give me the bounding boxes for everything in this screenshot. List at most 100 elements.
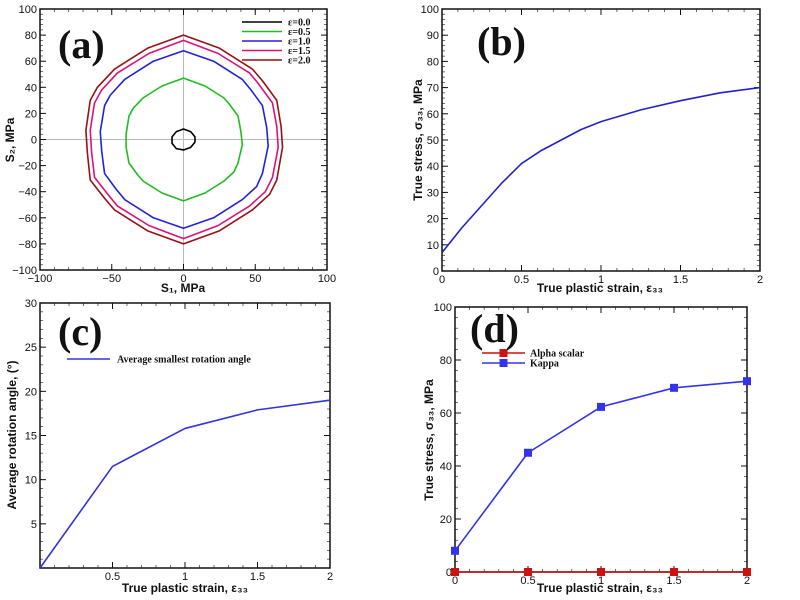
legend-label: ε=0.5 xyxy=(288,27,310,38)
series-line-0 xyxy=(441,86,761,254)
legend-label: Average smallest rotation angle xyxy=(117,355,251,366)
y-axis-label: True stress, σ₃₃, MPa xyxy=(422,379,436,501)
y-tick-label: 90 xyxy=(427,30,439,42)
y-tick-label: 40 xyxy=(440,461,452,473)
x-tick-label: 1 xyxy=(182,571,188,583)
y-tick-label: 15 xyxy=(25,431,37,443)
x-axis-label: True plastic strain, ε₃₃ xyxy=(537,281,663,295)
data-point-marker xyxy=(524,568,532,576)
y-tick-label: 80 xyxy=(25,30,37,42)
data-point-marker xyxy=(670,568,678,576)
legend-label: ε=0.0 xyxy=(288,18,310,29)
x-axis-label: True plastic strain, ε₃₃ xyxy=(537,581,663,595)
y-tick-label: −100 xyxy=(12,265,37,277)
y-tick-label: 80 xyxy=(427,56,439,68)
x-tick-label: 1 xyxy=(598,575,604,587)
data-point-marker xyxy=(743,568,751,576)
y-tick-label: 5 xyxy=(31,519,37,531)
x-tick-label: 1.5 xyxy=(250,571,265,583)
series-line-0 xyxy=(39,399,331,569)
x-tick-label: 2 xyxy=(327,571,333,583)
y-tick-label: 30 xyxy=(25,298,37,310)
y-tick-label: −80 xyxy=(18,239,37,251)
x-tick-label: 2 xyxy=(744,575,750,587)
plot-frame xyxy=(39,302,331,569)
plot-frame xyxy=(39,8,328,271)
data-point-marker xyxy=(451,546,459,555)
y-axis-label: Average rotation angle, (°) xyxy=(5,360,19,509)
y-tick-label: 0 xyxy=(31,135,37,147)
data-point-marker xyxy=(524,448,532,457)
x-tick-label: 50 xyxy=(249,273,261,285)
y-tick-label: 20 xyxy=(25,386,37,398)
y-tick-label: 20 xyxy=(440,514,452,526)
x-tick-label: 2 xyxy=(757,274,763,286)
x-tick-label: 0 xyxy=(452,575,458,587)
y-axis-label: S₂, MPa xyxy=(3,117,17,162)
y-tick-label: 10 xyxy=(25,475,37,487)
y-tick-label: 0 xyxy=(446,567,452,579)
x-axis-label: S₁, MPa xyxy=(161,281,206,295)
y-tick-label: −40 xyxy=(18,187,37,199)
y-tick-label: 40 xyxy=(25,82,37,94)
series-line-2 xyxy=(99,49,269,230)
series-line-0 xyxy=(171,128,196,151)
x-tick-label: 0.5 xyxy=(520,575,535,587)
y-tick-label: 100 xyxy=(19,4,37,16)
y-tick-label: 100 xyxy=(434,302,452,314)
y-tick-label: 50 xyxy=(427,135,439,147)
data-point-marker xyxy=(597,568,605,576)
panel-label: (d) xyxy=(470,306,519,351)
y-tick-label: 60 xyxy=(427,109,439,121)
y-tick-label: 100 xyxy=(421,4,439,16)
y-tick-label: 20 xyxy=(427,214,439,226)
legend-label: ε=1.0 xyxy=(288,37,310,48)
x-tick-label: −100 xyxy=(28,273,53,285)
y-tick-label: 25 xyxy=(25,342,37,354)
legend-marker xyxy=(499,359,508,367)
x-tick-label: 0 xyxy=(439,274,445,286)
y-tick-label: 80 xyxy=(440,355,452,367)
x-axis-label: True plastic strain, ε₃₃ xyxy=(122,581,248,595)
data-point-marker xyxy=(743,377,751,386)
y-tick-label: 70 xyxy=(427,83,439,95)
y-tick-label: 0 xyxy=(433,266,439,278)
series-line-3 xyxy=(89,39,280,240)
y-tick-label: 10 xyxy=(427,240,439,252)
y-tick-label: 30 xyxy=(427,187,439,199)
legend-label: Kappa xyxy=(530,359,559,370)
plot-frame xyxy=(441,8,761,272)
y-tick-label: −20 xyxy=(18,161,37,173)
y-axis-label: True stress, σ₃₃, MPa xyxy=(411,79,425,201)
legend-label: Alpha scalar xyxy=(530,349,585,360)
x-tick-label: 0.5 xyxy=(105,571,120,583)
series-line-4 xyxy=(85,34,284,245)
data-point-marker xyxy=(670,383,678,392)
x-tick-label: 0.5 xyxy=(514,274,529,286)
legend-label: ε=1.5 xyxy=(288,46,310,57)
y-tick-label: −60 xyxy=(18,213,37,225)
x-tick-label: −50 xyxy=(102,273,121,285)
x-tick-label: 100 xyxy=(318,273,336,285)
x-tick-label: 1.5 xyxy=(673,274,688,286)
legend-label: ε=2.0 xyxy=(288,56,310,67)
panel-label: (c) xyxy=(58,309,102,354)
chart-panel-a: −100 −50 0 50 100 −100 −80 −60 −40 −20 0 20 40 60 80 10… xyxy=(3,4,336,295)
data-point-marker xyxy=(597,402,605,411)
panel-label: (a) xyxy=(58,22,105,67)
panel-label: (b) xyxy=(477,19,526,64)
x-tick-label: 1 xyxy=(598,274,604,286)
data-point-marker xyxy=(451,568,459,576)
y-tick-label: 60 xyxy=(25,56,37,68)
series-line-1 xyxy=(125,77,244,202)
legend-marker xyxy=(499,349,508,357)
y-tick-label: 40 xyxy=(427,161,439,173)
x-tick-label: 0 xyxy=(180,273,186,285)
x-tick-label: 1.5 xyxy=(666,575,681,587)
y-tick-label: 60 xyxy=(440,408,452,420)
y-tick-label: 20 xyxy=(25,108,37,120)
